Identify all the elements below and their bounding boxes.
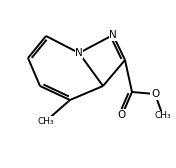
Text: N: N — [75, 48, 83, 58]
Text: CH₃: CH₃ — [155, 112, 171, 120]
Text: N: N — [109, 30, 117, 40]
Text: O: O — [118, 110, 126, 120]
Text: CH₃: CH₃ — [38, 116, 54, 125]
Text: O: O — [151, 89, 159, 99]
